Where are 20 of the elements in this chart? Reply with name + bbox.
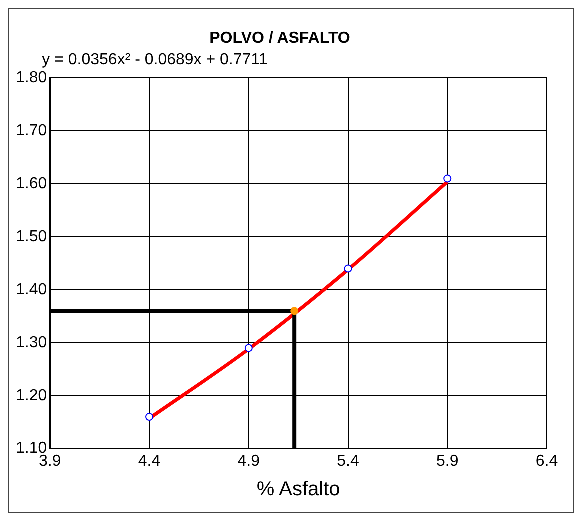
y-tick-label: 1.70 <box>16 122 48 140</box>
y-tick-label: 1.60 <box>16 175 48 192</box>
y-tick-label: 1.30 <box>16 334 48 352</box>
y-tick-label: 1.40 <box>16 281 48 298</box>
point <box>444 174 452 183</box>
x-tick-label: 6.4 <box>536 452 558 470</box>
point <box>244 344 253 352</box>
y-tick-label: 1.80 <box>16 70 48 87</box>
point <box>290 307 299 316</box>
y-tick-label: 1.20 <box>16 387 48 404</box>
point <box>344 264 352 273</box>
x-tick-label: 5.9 <box>436 452 459 470</box>
point <box>146 413 154 422</box>
text: y = 0.0356x² - 0.0689x + 0.7711 <box>42 52 268 69</box>
x-tick-label: 4.9 <box>238 452 260 470</box>
y-tick-label: 1.50 <box>16 228 48 246</box>
x-axis-title: % Asfalto <box>256 478 340 501</box>
x-tick-label: 4.4 <box>138 452 161 470</box>
x-tick-label: 5.4 <box>337 452 360 470</box>
chart-title: POLVO / ASFALTO <box>210 30 350 48</box>
